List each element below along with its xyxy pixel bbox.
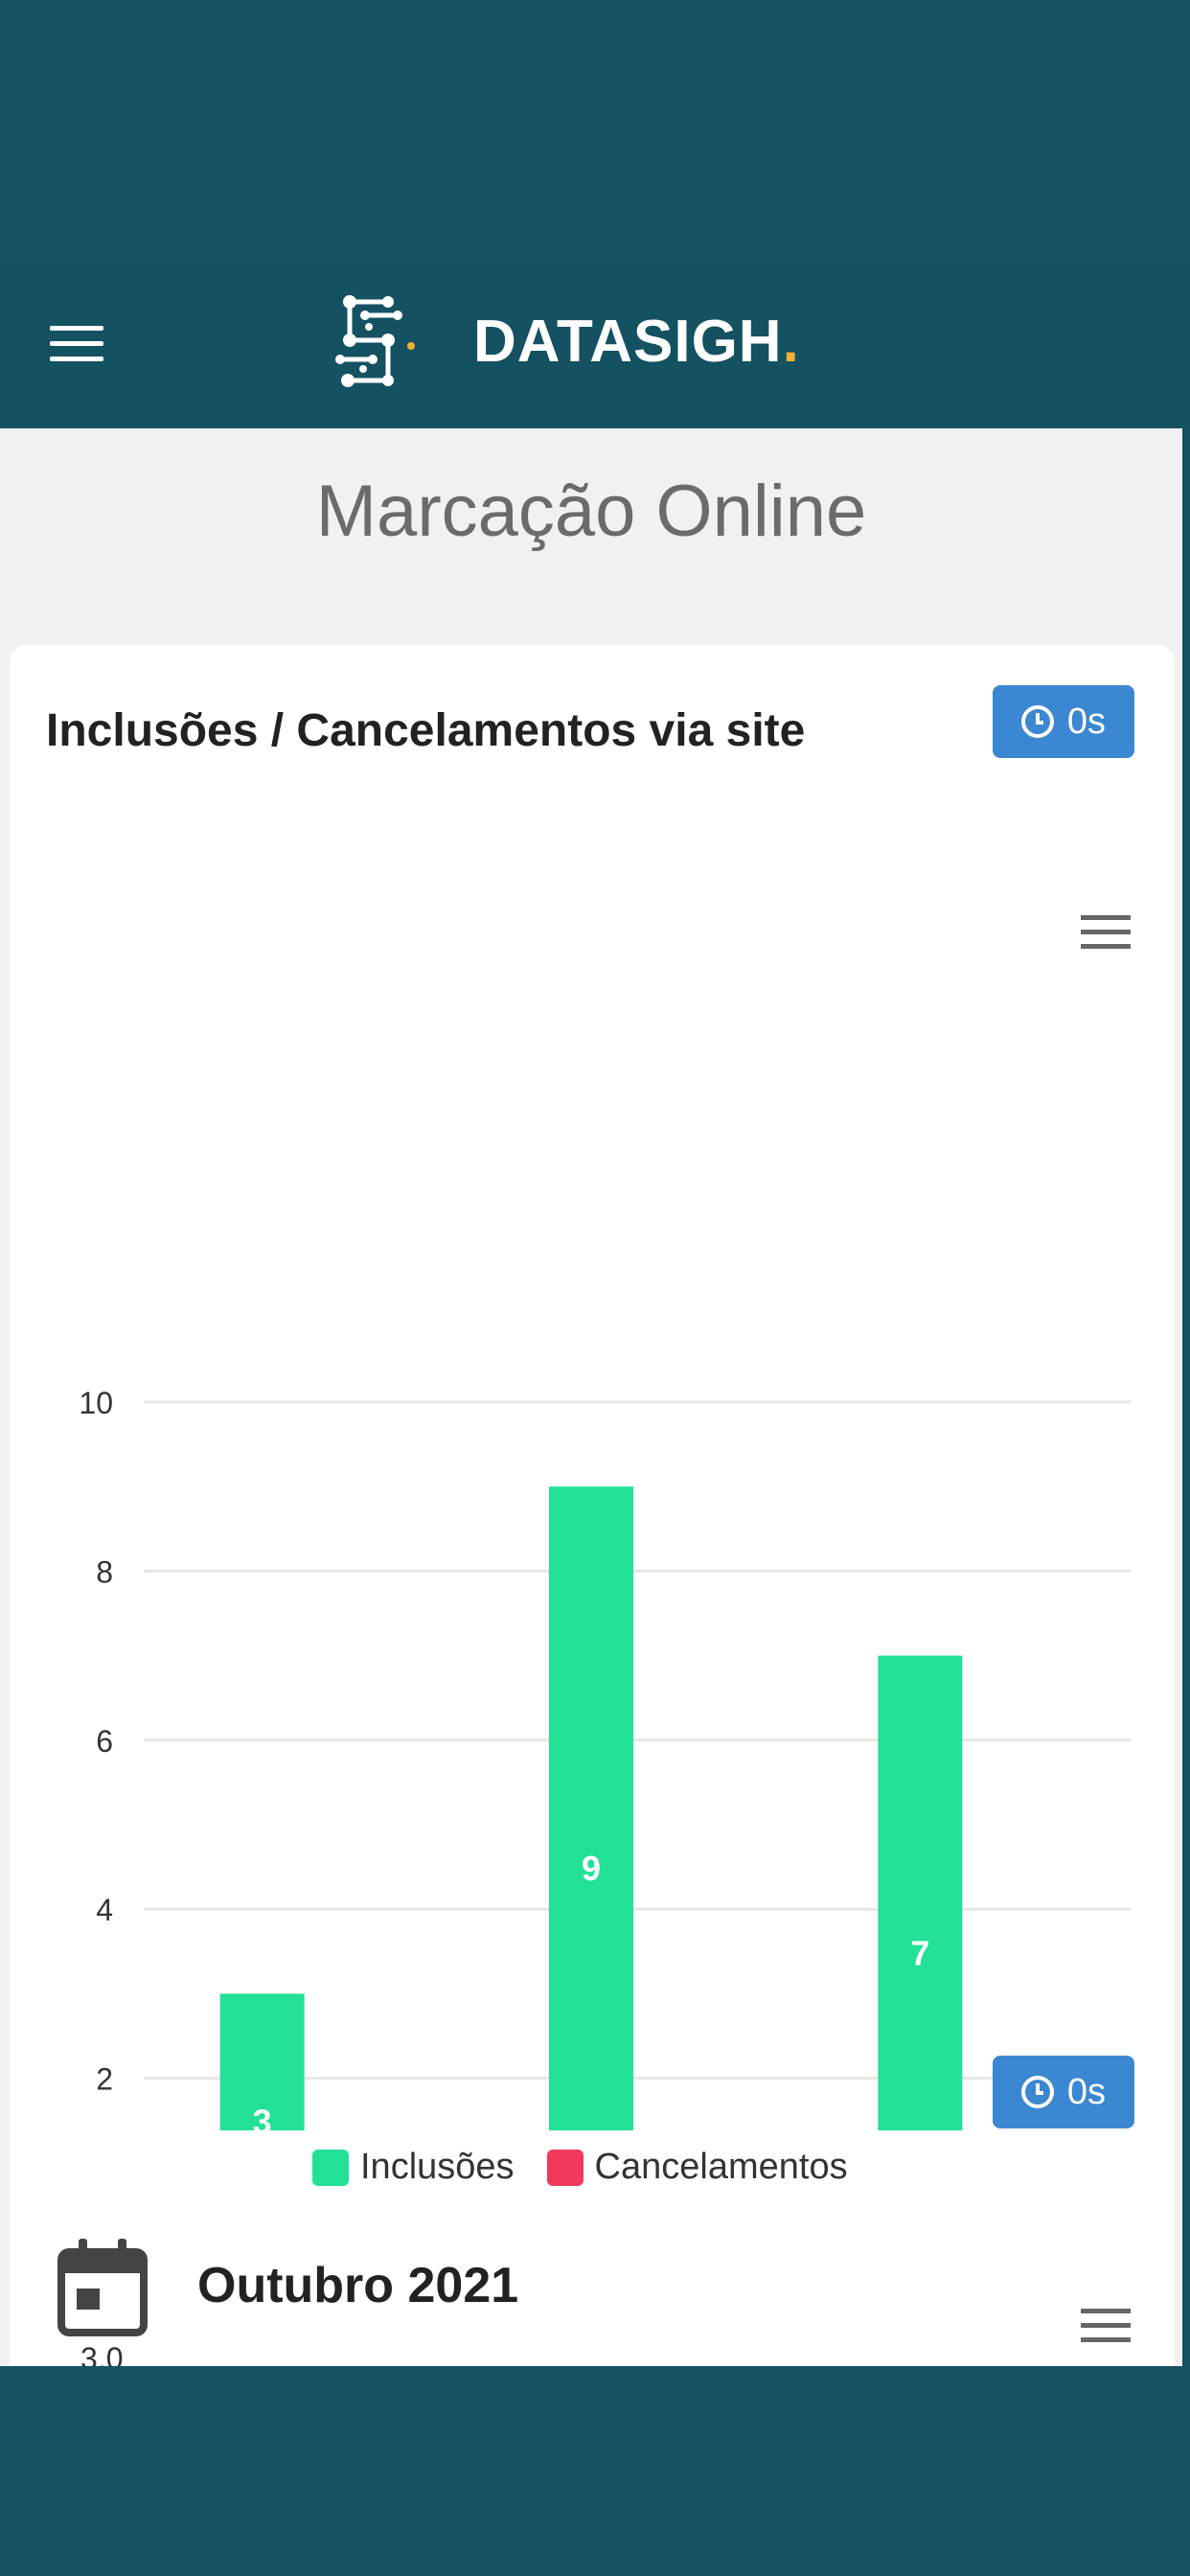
next-chart-y-tick: 3.0 [80, 2341, 124, 2366]
hamburger-icon[interactable] [50, 324, 103, 364]
y-tick-label: 2 [96, 2062, 113, 2097]
legend-item-cancelamentos[interactable]: Cancelamentos [546, 2147, 848, 2188]
chart-legend: Inclusões Cancelamentos [312, 2147, 848, 2188]
data-label: 7 [910, 1933, 929, 1972]
chart-menu-icon[interactable] [1081, 915, 1131, 954]
y-tick-label: 4 [96, 1893, 113, 1927]
bar-0-1 [549, 1486, 633, 2130]
timer-badge[interactable]: 0s [993, 685, 1134, 758]
legend-swatch-inclusoes [312, 2149, 349, 2186]
section-timer-badge[interactable]: 0s [993, 2056, 1134, 2128]
status-bar-area [0, 0, 1190, 264]
app-header [0, 264, 1190, 428]
y-tick-label: 6 [96, 1724, 113, 1759]
main-content: Marcação Online Inclusões / Cancelamento… [0, 428, 1182, 2366]
data-label: 9 [582, 1849, 601, 1888]
y-tick-label: 10 [79, 1386, 113, 1420]
legend-swatch-cancelamentos [546, 2149, 584, 2186]
bottom-bar-area [0, 2366, 1190, 2576]
chart-card-title: Inclusões / Cancelamentos via site [46, 705, 806, 756]
page-title: Marcação Online [315, 471, 867, 552]
brand-name: DATASIGH. [473, 309, 800, 375]
calendar-icon [57, 2239, 148, 2336]
bar-0-0 [219, 1993, 305, 2130]
clock-icon [1020, 705, 1054, 738]
datasigh-logo-icon [335, 295, 415, 387]
timer-label: 0s [1066, 701, 1107, 742]
bar-0-2 [878, 1655, 963, 2130]
chart-card: Inclusões / Cancelamentos via site 0s 02… [10, 645, 1175, 2366]
bar-chart: 0246810Ago 2021Set 2021Out 202139711% [79, 1386, 1131, 2130]
section-title: Outubro 2021 [197, 2258, 519, 2313]
y-tick-label: 8 [96, 1554, 113, 1589]
section-timer-label: 0s [1066, 2071, 1107, 2112]
clock-icon [1020, 2076, 1054, 2108]
data-label: 3 [253, 2103, 272, 2130]
legend-label-cancelamentos: Cancelamentos [594, 2147, 848, 2187]
right-edge [1182, 428, 1190, 2366]
legend-item-inclusoes[interactable]: Inclusões [312, 2147, 515, 2188]
section-chart-menu-icon[interactable] [1081, 2309, 1131, 2347]
legend-label-inclusoes: Inclusões [360, 2147, 515, 2187]
